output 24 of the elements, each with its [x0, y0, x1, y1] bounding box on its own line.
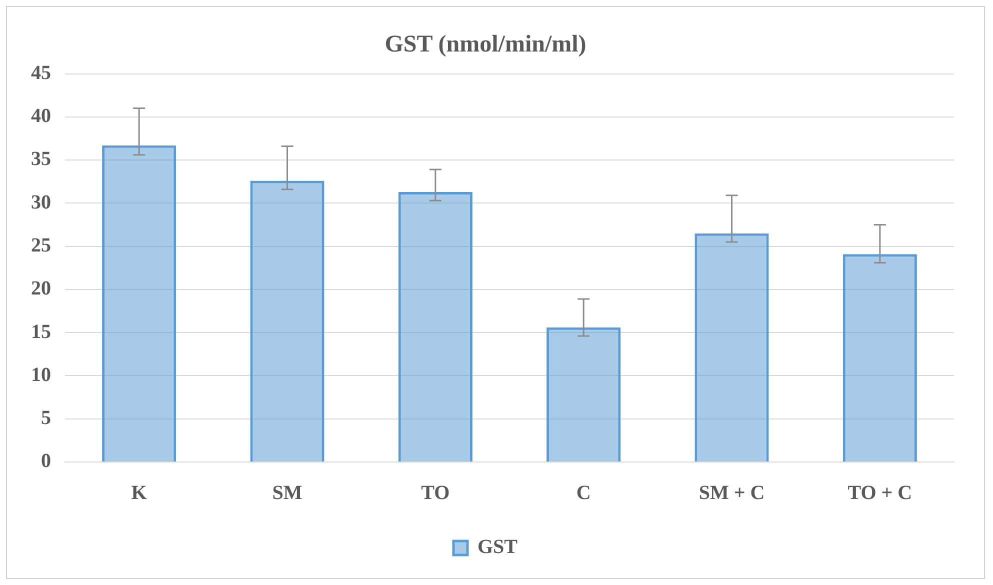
chart-title: GST (nmol/min/ml) [384, 32, 586, 58]
y-tick-label: 0 [41, 450, 51, 472]
y-tick-label: 35 [31, 148, 51, 170]
legend-label: GST [477, 536, 518, 558]
x-tick-label: TO [421, 482, 450, 504]
y-tick-label: 15 [31, 320, 51, 343]
x-tick-label: SM [272, 482, 302, 504]
bar [546, 327, 621, 462]
x-tick-label: C [576, 482, 591, 504]
bar [250, 180, 324, 462]
bar [694, 233, 769, 462]
x-tick-label: K [131, 482, 148, 504]
x-tick-label: SM + C [698, 482, 765, 504]
bar [398, 192, 472, 462]
y-tick-label: 30 [31, 191, 51, 214]
y-tick-label: 40 [31, 105, 51, 128]
bar [102, 145, 176, 462]
y-tick-label: 45 [31, 62, 51, 84]
y-tick-label: 5 [41, 407, 51, 430]
y-tick-label: 10 [31, 364, 51, 386]
x-tick-label: TO + C [848, 482, 912, 504]
y-tick-label: 25 [31, 234, 51, 257]
y-tick-label: 20 [31, 278, 51, 300]
bar [842, 254, 917, 462]
